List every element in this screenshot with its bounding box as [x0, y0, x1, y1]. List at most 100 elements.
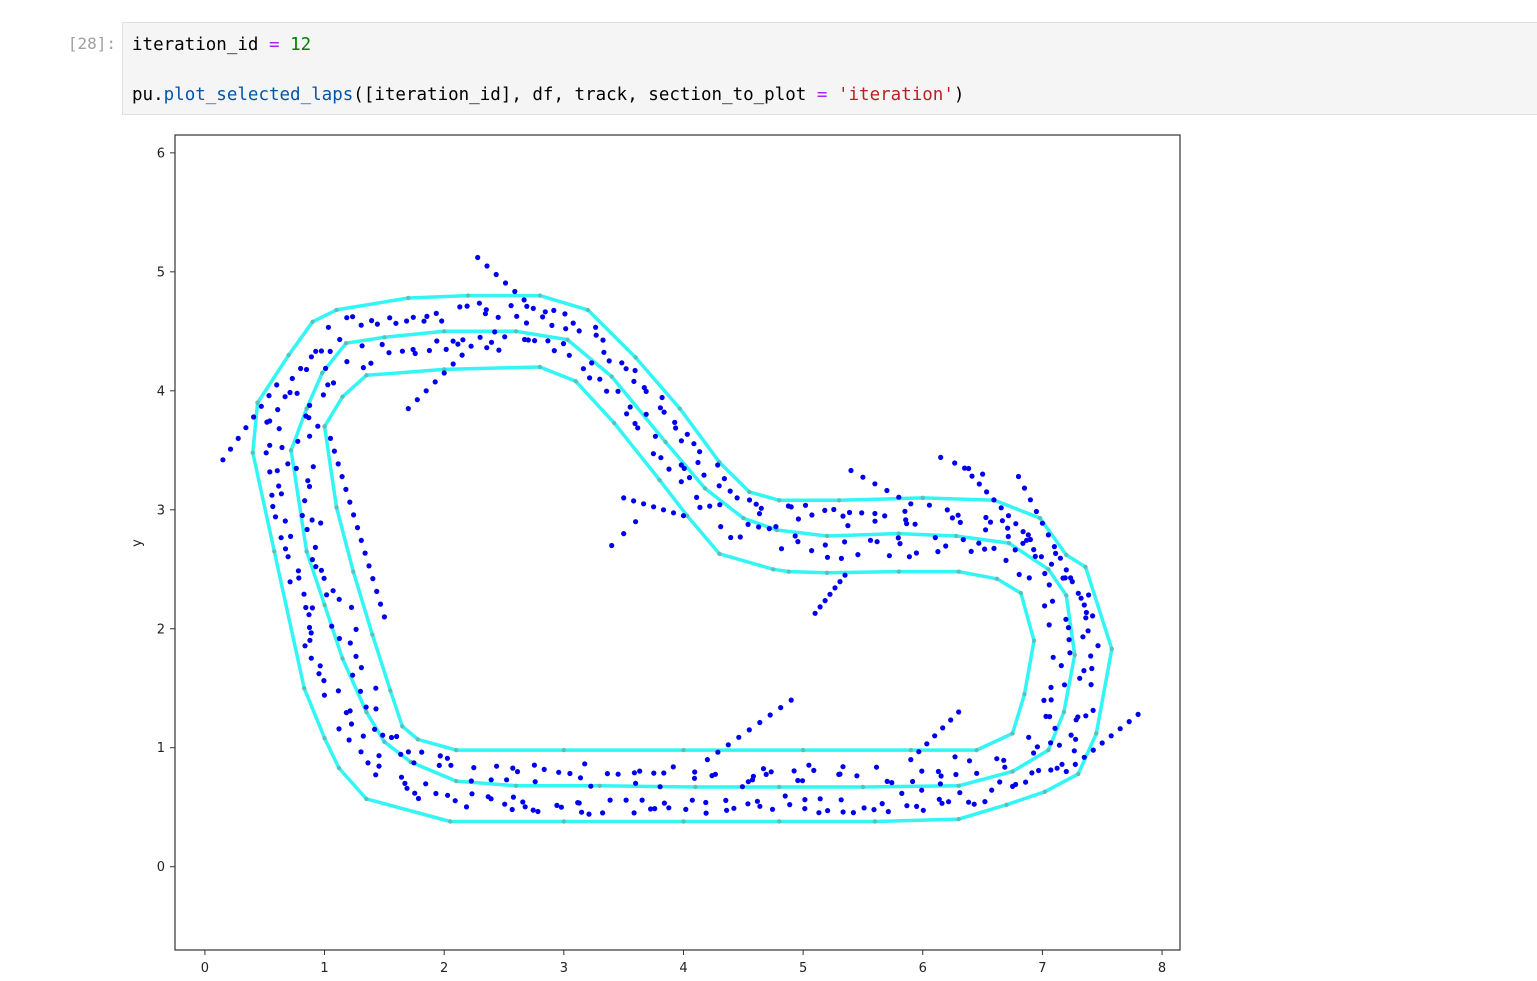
lap-point — [398, 774, 405, 780]
lap-point — [660, 507, 667, 513]
track-center-marker — [304, 406, 309, 411]
lap-point — [1015, 473, 1022, 480]
lap-point — [812, 610, 818, 616]
lap-point — [792, 533, 798, 539]
lap-point — [502, 334, 508, 340]
track-inner-marker — [771, 567, 776, 572]
lap-point — [307, 433, 313, 439]
track-outer-marker — [747, 489, 752, 495]
track-outer-marker — [1076, 771, 1081, 777]
lap-point — [718, 524, 724, 530]
lap-point — [263, 450, 269, 456]
lap-point — [952, 754, 958, 760]
lap-point — [739, 784, 746, 790]
lap-point — [353, 626, 359, 632]
lap-point — [746, 727, 752, 733]
lap-point — [551, 348, 557, 354]
lap-point — [264, 419, 270, 425]
lap-point — [991, 545, 997, 551]
lap-point — [414, 397, 420, 403]
lap-point — [514, 313, 520, 319]
lap-point — [806, 762, 812, 768]
track-inner-marker — [364, 373, 369, 378]
track-inner-marker — [561, 747, 567, 753]
track-center-marker — [860, 784, 866, 790]
lap-point — [957, 790, 963, 796]
lap-point — [670, 764, 676, 770]
lap-point — [952, 460, 958, 466]
track-outer-marker — [322, 736, 327, 741]
lap-point — [493, 271, 499, 278]
lap-point — [661, 800, 668, 806]
track-inner-marker — [537, 364, 543, 370]
lap-point — [906, 554, 913, 560]
lap-point — [966, 758, 973, 764]
track-inner-marker — [956, 569, 961, 574]
code-line-1: iteration_id = 12 — [132, 35, 311, 55]
lap-point — [589, 360, 595, 366]
lap-point — [750, 773, 757, 779]
lap-point — [809, 512, 815, 518]
lap-point — [274, 468, 280, 474]
track-inner-marker — [994, 576, 1000, 581]
lap-point — [1072, 761, 1078, 768]
lap-point — [330, 588, 336, 594]
lap-point — [306, 415, 312, 421]
lap-point — [343, 710, 349, 716]
lap-point — [482, 311, 488, 317]
lap-point — [1081, 754, 1087, 760]
y-tick-label: 1 — [157, 741, 165, 756]
lap-point — [310, 464, 316, 470]
code-cell[interactable]: iteration_id = 12 pu.plot_selected_laps(… — [122, 22, 1537, 115]
lap-point — [910, 778, 916, 785]
lap-point — [728, 534, 734, 541]
track-center-marker — [1010, 769, 1015, 774]
lap-point — [1012, 547, 1018, 553]
lap-point — [1005, 533, 1011, 540]
lap-point — [365, 760, 371, 766]
lap-point — [1020, 529, 1026, 535]
lap-point — [441, 370, 447, 376]
lap-point — [331, 448, 337, 454]
lap-point — [607, 797, 613, 803]
lap-point — [938, 454, 944, 460]
lap-point — [623, 797, 629, 803]
track-center-marker — [382, 739, 387, 744]
track-outer-marker — [250, 450, 255, 455]
lap-point — [330, 380, 337, 386]
track-center-marker — [1046, 747, 1051, 753]
lap-point — [339, 474, 345, 480]
lap-point — [987, 519, 994, 525]
y-axis-label: y — [130, 539, 145, 547]
lap-point — [838, 797, 844, 803]
x-tick-label: 5 — [799, 961, 807, 975]
track-center-marker — [565, 337, 570, 342]
lap-point — [948, 717, 954, 723]
lap-point — [404, 318, 410, 324]
lap-point — [514, 769, 521, 775]
lap-point — [652, 433, 659, 439]
lap-point — [354, 525, 361, 531]
lap-point — [374, 321, 380, 327]
lap-point — [637, 768, 643, 774]
lap-point — [1027, 536, 1033, 543]
lap-point — [827, 591, 833, 597]
lap-point — [817, 604, 823, 610]
lap-point — [1078, 595, 1084, 601]
lap-point — [980, 471, 986, 477]
lap-point — [1081, 602, 1087, 608]
lap-point — [1051, 544, 1057, 550]
lap-point — [309, 557, 315, 563]
lap-point — [657, 784, 663, 790]
lap-point — [399, 348, 405, 354]
track-inner-marker — [1010, 731, 1015, 736]
lap-point — [897, 541, 903, 547]
lap-point — [938, 773, 944, 779]
track-inner-marker — [441, 367, 447, 372]
lap-point — [577, 775, 584, 781]
lap-point — [949, 515, 956, 521]
lap-point — [971, 801, 977, 807]
lap-point — [631, 498, 637, 504]
lap-point — [496, 347, 502, 353]
lap-point — [1063, 616, 1069, 622]
